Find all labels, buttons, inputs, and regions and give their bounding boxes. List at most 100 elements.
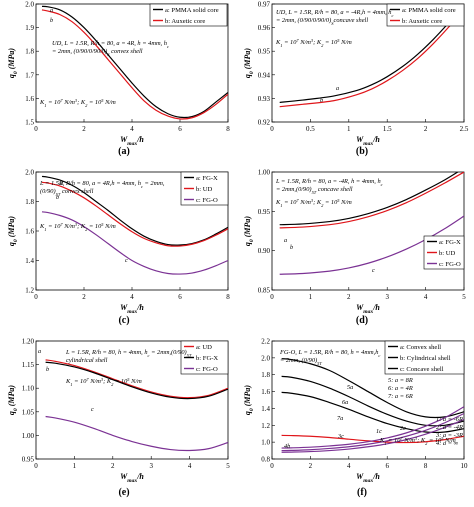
annotation-line: 1: a = -6R	[436, 416, 463, 423]
x-tick-label: 4	[424, 293, 428, 301]
annotation-line: = 2mm, (0/90/0/90/0)S convex shell	[52, 48, 143, 57]
legend-entry: c: FG-O	[196, 366, 218, 373]
legend-entry: b: FG-X	[196, 355, 218, 362]
y-axis-label-sub: 0	[249, 71, 255, 74]
annotation-part: = 10	[113, 378, 128, 385]
x-tick-label: 8	[424, 462, 428, 470]
annotation-part: N/m	[340, 199, 353, 206]
annotation-part: ; K	[313, 39, 322, 46]
annotation-part: 7	[86, 377, 89, 382]
annotation-part: 7	[60, 98, 63, 103]
annotation-part: 1	[384, 441, 386, 446]
annotation-stiffness: K1 = 107 N/m3; K2 = 105 N/m	[275, 38, 352, 48]
y-axis-label-suffix: (MPa)	[7, 216, 16, 240]
legend-entry: a: PMMA solid core	[402, 7, 456, 14]
annotation-line: = 2mm, (0/90)5T	[280, 357, 322, 366]
y-axis-label-main: q	[243, 74, 252, 78]
y-axis-label-suffix: (MPa)	[7, 48, 16, 72]
series-line-a	[41, 175, 228, 246]
y-tick-label: 1.10	[22, 385, 35, 393]
chart-panel-6: 0 2 4 6 8 100.81.01.21.41.61.82.02.2Wmax/hq0 …	[243, 338, 468, 499]
annotation-part: 5: a = 8R	[388, 377, 413, 384]
y-tick-label: 1.8	[25, 48, 34, 56]
curve-label: b	[46, 366, 49, 373]
annotation-part: K	[39, 99, 45, 106]
y-tick-label: 1.0	[261, 439, 270, 447]
y-tick-label: 1.5	[25, 119, 34, 127]
legend-entry: c: Concave shell	[400, 366, 444, 373]
y-tick-label: 0.95	[258, 208, 271, 216]
x-tick-label: 2	[424, 125, 428, 133]
y-tick-label: 1.4	[25, 257, 34, 265]
y-tick-label: 0.85	[258, 287, 271, 295]
annotation-part: c	[381, 182, 383, 187]
x-tick-label: 0	[34, 462, 38, 470]
annotation-part: convex shell	[110, 48, 143, 55]
panel-label: (f)	[357, 487, 367, 498]
annotation-stiffness: K1 = 107 N/m3; K2 = 105 N/m	[65, 377, 142, 387]
annotation: L = 1.5R, R/h = 80, a = -4R, h = 4mm, hc…	[275, 178, 383, 208]
series-line-a	[279, 172, 459, 226]
curve-label: b	[50, 17, 53, 24]
curve-label: a	[50, 7, 53, 14]
x-axis-label-main: W	[120, 472, 128, 481]
annotation-part: 5	[441, 436, 444, 441]
annotation-part: h = 4mm, h	[111, 180, 141, 187]
annotation-part: 2	[321, 203, 324, 208]
y-tick-label: 2.2	[261, 338, 270, 346]
annotation-line: 5: a = 8R	[388, 377, 413, 384]
chart-panel-2: 0 0.5 1 1.5 2 2.5 0.92 0.93 0.94 0.95 0.96 0.97 Wmax…	[243, 1, 469, 158]
y-tick-label: 1.2	[25, 287, 34, 295]
y-tick-label: 1.20	[22, 338, 35, 346]
y-axis-label: q0 (MPa)	[7, 48, 19, 78]
legend-entry: a: PMMA solid core	[165, 7, 219, 14]
x-axis-label: Wmax/h	[120, 135, 144, 147]
curve-label: c	[372, 267, 375, 274]
panel-label: (c)	[118, 315, 129, 326]
legend: a: UD b: FG-X c: FG-O	[180, 340, 229, 375]
x-tick-label: 2	[111, 462, 115, 470]
annotation-part: = 10	[47, 99, 62, 106]
curve-label: 5a	[347, 384, 353, 391]
annotation-part: 7	[60, 222, 63, 227]
x-axis-label: Wmax/h	[120, 472, 144, 484]
y-axis-label-sub: 0	[249, 239, 255, 242]
x-tick-label: 5	[226, 462, 230, 470]
annotation-line: L = 1.5R, R/h = 80, a = 4R,h = 4mm, hc =…	[39, 180, 165, 189]
y-axis-label-suffix: (MPa)	[243, 385, 252, 409]
y-tick-label: 0.8	[261, 456, 270, 464]
annotation-part: N/m	[104, 223, 117, 230]
y-axis-label-main: q	[7, 74, 16, 78]
y-tick-label: 0.96	[258, 24, 271, 32]
x-tick-label: 1.5	[383, 125, 392, 133]
annotation-part: N/m	[130, 378, 143, 385]
series-line-6a	[281, 375, 464, 427]
x-axis-label-main: W	[120, 303, 128, 312]
annotation-part: N/m	[299, 199, 312, 206]
annotation-part: c	[167, 44, 169, 49]
legend: a: PMMA solid core b: Auxetic core	[149, 3, 228, 27]
y-tick-label: 1.4	[261, 405, 270, 413]
annotation-line: L = 1.5R, R/h = 80, h = 4mm, hc = 2mm,(0…	[65, 349, 192, 358]
annotation-part: 1	[44, 227, 46, 232]
y-tick-label: 2.0	[25, 169, 34, 177]
x-axis-label-suffix: /h	[136, 303, 144, 312]
x-tick-label: 8	[226, 293, 230, 301]
legend-entry: a: FG-X	[439, 239, 461, 246]
legend-box	[384, 340, 465, 375]
x-tick-label: 2	[309, 462, 313, 470]
series-line-4b	[281, 434, 464, 444]
annotation-part: 7	[296, 38, 299, 43]
annotation-part: = 10	[323, 39, 338, 46]
annotation-part: S	[107, 52, 110, 57]
curve-label: a	[60, 180, 63, 187]
legend-entry: b: Auxetic core	[402, 18, 442, 25]
x-axis-label-sub: max	[127, 309, 137, 315]
x-axis-label-suffix: /h	[372, 472, 380, 481]
annotation-part: 5T	[317, 361, 322, 366]
series-line-a	[41, 5, 228, 119]
annotation-part: 1: a = -6R	[436, 416, 463, 423]
